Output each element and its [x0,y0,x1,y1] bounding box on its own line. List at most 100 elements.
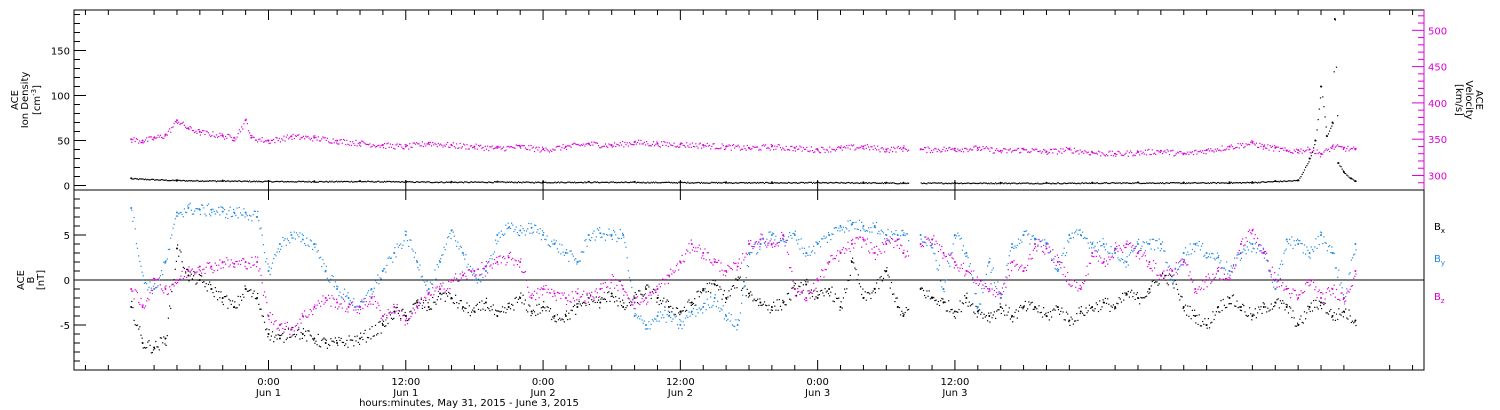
by-sample-65 [205,215,207,217]
bx-sample-1053 [1347,318,1349,320]
velocity-sample-934 [1211,150,1213,152]
by-sample-1026 [1316,247,1318,249]
bz-point-58 [793,288,796,290]
density-sample-597 [814,182,816,184]
by-sample-885 [1155,240,1157,242]
bx-sample-200 [360,332,362,334]
density-sample-975 [1258,181,1260,183]
bx-sample-421 [612,296,615,298]
by-sample-717 [962,245,965,247]
velocity-sample-37 [173,122,175,125]
by-sample-992 [1277,274,1279,276]
bz-sample-23 [157,278,159,280]
bx-sample-847 [1111,306,1113,308]
density-sample-451 [647,181,649,183]
bx-sample-1017 [1306,312,1308,314]
by-point-69 [919,234,922,236]
density-sample-236 [401,181,403,183]
velocity-sample-537 [745,149,747,151]
velocity-sample-269 [439,144,441,146]
density-sample-1036 [1327,133,1330,135]
by-point-7 [210,208,213,211]
bz-sample-118 [266,302,268,304]
by-sample-774 [1028,233,1030,235]
bx-sample-1045 [1338,308,1340,310]
by-sample-560 [771,232,774,234]
bx-sample-85 [228,298,230,300]
density-sample-874 [1142,182,1144,184]
by-sample-924 [1199,249,1201,251]
velocity-sample-202 [362,140,364,143]
by-sample-529 [736,329,738,331]
by-sample-483 [683,324,685,326]
by-sample-260 [428,291,430,293]
density-sample-857 [1123,182,1125,184]
velocity-sample-968 [1250,141,1252,143]
bx-sample-852 [1117,303,1119,305]
by-point-98 [1251,243,1254,245]
density-sample-271 [441,181,443,183]
bx-sample-375 [560,319,562,321]
density-sample-401 [590,182,592,184]
velocity-sample-778 [1032,149,1034,151]
by-sample-388 [575,258,577,260]
velocity-sample-56 [195,130,197,132]
bz-point-17 [324,297,327,299]
velocity-sample-1013 [1301,152,1303,154]
by-sample-257 [425,284,427,286]
density-sample-292 [465,181,467,183]
by-sample-14 [147,289,149,291]
density-sample-678 [906,182,909,184]
velocity-sample-589 [805,148,807,150]
velocity-sample-783 [1038,151,1040,153]
density-sample-408 [598,182,600,184]
velocity-sample-694 [936,151,938,153]
bx-point-23 [416,301,419,304]
density-sample-1054 [1348,176,1350,178]
velocity-sample-906 [1179,150,1181,153]
velocity-sample-240 [405,144,407,146]
density-sample-729 [976,182,978,185]
bx-sample-306 [481,300,483,302]
bz-sample-146 [298,326,300,328]
velocity-sample-447 [642,143,644,145]
density-sample-159 [313,181,315,183]
density-sample-670 [897,183,899,185]
bx-sample-359 [541,310,544,312]
bz-sample-122 [270,321,272,323]
density-sample-747 [997,182,999,185]
velocity-sample-1010 [1298,152,1300,154]
by-sample-981 [1265,253,1267,255]
density-sample-861 [1127,182,1129,184]
density-sample-932 [1208,182,1211,185]
by-sample-644 [868,227,870,229]
density-sample-406 [595,181,597,184]
bz-point-55 [759,238,762,241]
by-sample-512 [717,300,719,302]
by-sample-675 [903,232,905,234]
velocity-sample-894 [1165,152,1167,154]
by-sample-228 [392,261,394,263]
by-sample-1032 [1323,236,1325,238]
bx-sample-625 [846,288,848,290]
bz-sample-127 [276,328,278,330]
by-sample-901 [1173,281,1175,283]
by-sample-362 [545,239,547,241]
bx-sample-164 [318,345,320,347]
by-sample-764 [1016,244,1018,246]
by-sample-423 [615,234,617,236]
bx-sample-668 [895,297,897,299]
velocity-sample-443 [638,139,640,141]
velocity-sample-936 [1213,151,1215,153]
bx-sample-846 [1110,305,1112,307]
velocity-sample-400 [588,144,590,146]
velocity-sample-440 [634,140,636,142]
by-sample-952 [1231,267,1233,269]
density-sample-946 [1224,182,1227,184]
density-sample-826 [1087,182,1089,185]
bz-sample-200 [360,308,362,311]
by-sample-313 [489,258,491,260]
velocity-sample-183 [340,139,342,141]
bz-point-79 [1034,243,1036,245]
by-sample-657 [882,232,885,234]
